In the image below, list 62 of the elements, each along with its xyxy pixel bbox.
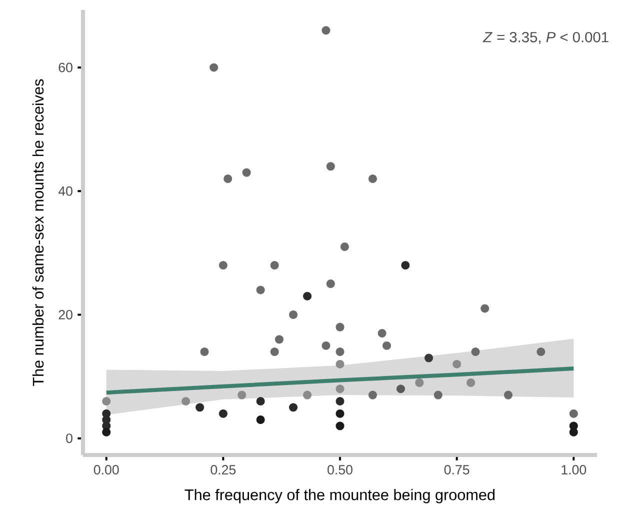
point (256, 396, 265, 406)
point (569, 409, 578, 418)
point (504, 390, 512, 400)
x-tick-label: 0.00 (94, 465, 119, 474)
x-tick-label: 0.25 (210, 465, 236, 474)
point (210, 63, 218, 72)
point (378, 328, 386, 338)
point (274, 335, 284, 344)
point (289, 310, 298, 319)
point (382, 341, 391, 350)
point (238, 390, 246, 400)
point (326, 280, 335, 288)
point (102, 428, 111, 436)
point (303, 292, 312, 300)
point (336, 409, 344, 418)
x-tick-label: 0.50 (328, 465, 352, 474)
point (452, 360, 462, 368)
point (218, 260, 228, 270)
point (415, 378, 424, 387)
point (536, 348, 546, 356)
point (270, 260, 279, 270)
point (336, 384, 344, 394)
point (289, 403, 298, 412)
point (466, 378, 476, 387)
point (424, 354, 434, 362)
y-tick-label: 0 (66, 434, 72, 444)
point (434, 390, 442, 400)
y-tick-label: 40 (58, 186, 72, 196)
point (336, 396, 344, 406)
annotation: Z = 3.35, P < 0.001 (482, 32, 608, 44)
point (196, 403, 204, 412)
point (322, 26, 330, 35)
point (336, 348, 344, 356)
point (480, 304, 490, 313)
point (224, 174, 232, 183)
point (368, 174, 377, 183)
point (336, 360, 344, 368)
point (401, 260, 410, 270)
line-series (104, 366, 576, 395)
point (303, 390, 312, 400)
point (336, 422, 344, 430)
point (102, 396, 111, 406)
point (471, 348, 480, 356)
y-tick-label: 20 (58, 310, 72, 320)
point (396, 384, 406, 394)
x-tick-label: 1.00 (562, 465, 586, 474)
point (326, 162, 335, 171)
x-tick-label: 0.75 (444, 465, 470, 474)
point (336, 322, 344, 332)
point (218, 409, 228, 418)
point (256, 286, 265, 294)
point (270, 348, 279, 356)
point (200, 348, 209, 356)
y-tick-label: 60 (58, 62, 72, 72)
point (368, 390, 377, 400)
x-axis-title: The frequency of the mountee being groomed (184, 488, 495, 504)
point (242, 168, 251, 177)
y-axis-title: The number of same-sex mounts he receives (32, 79, 44, 386)
point (340, 242, 349, 251)
point (322, 341, 330, 350)
point (182, 396, 190, 406)
point (256, 416, 265, 424)
